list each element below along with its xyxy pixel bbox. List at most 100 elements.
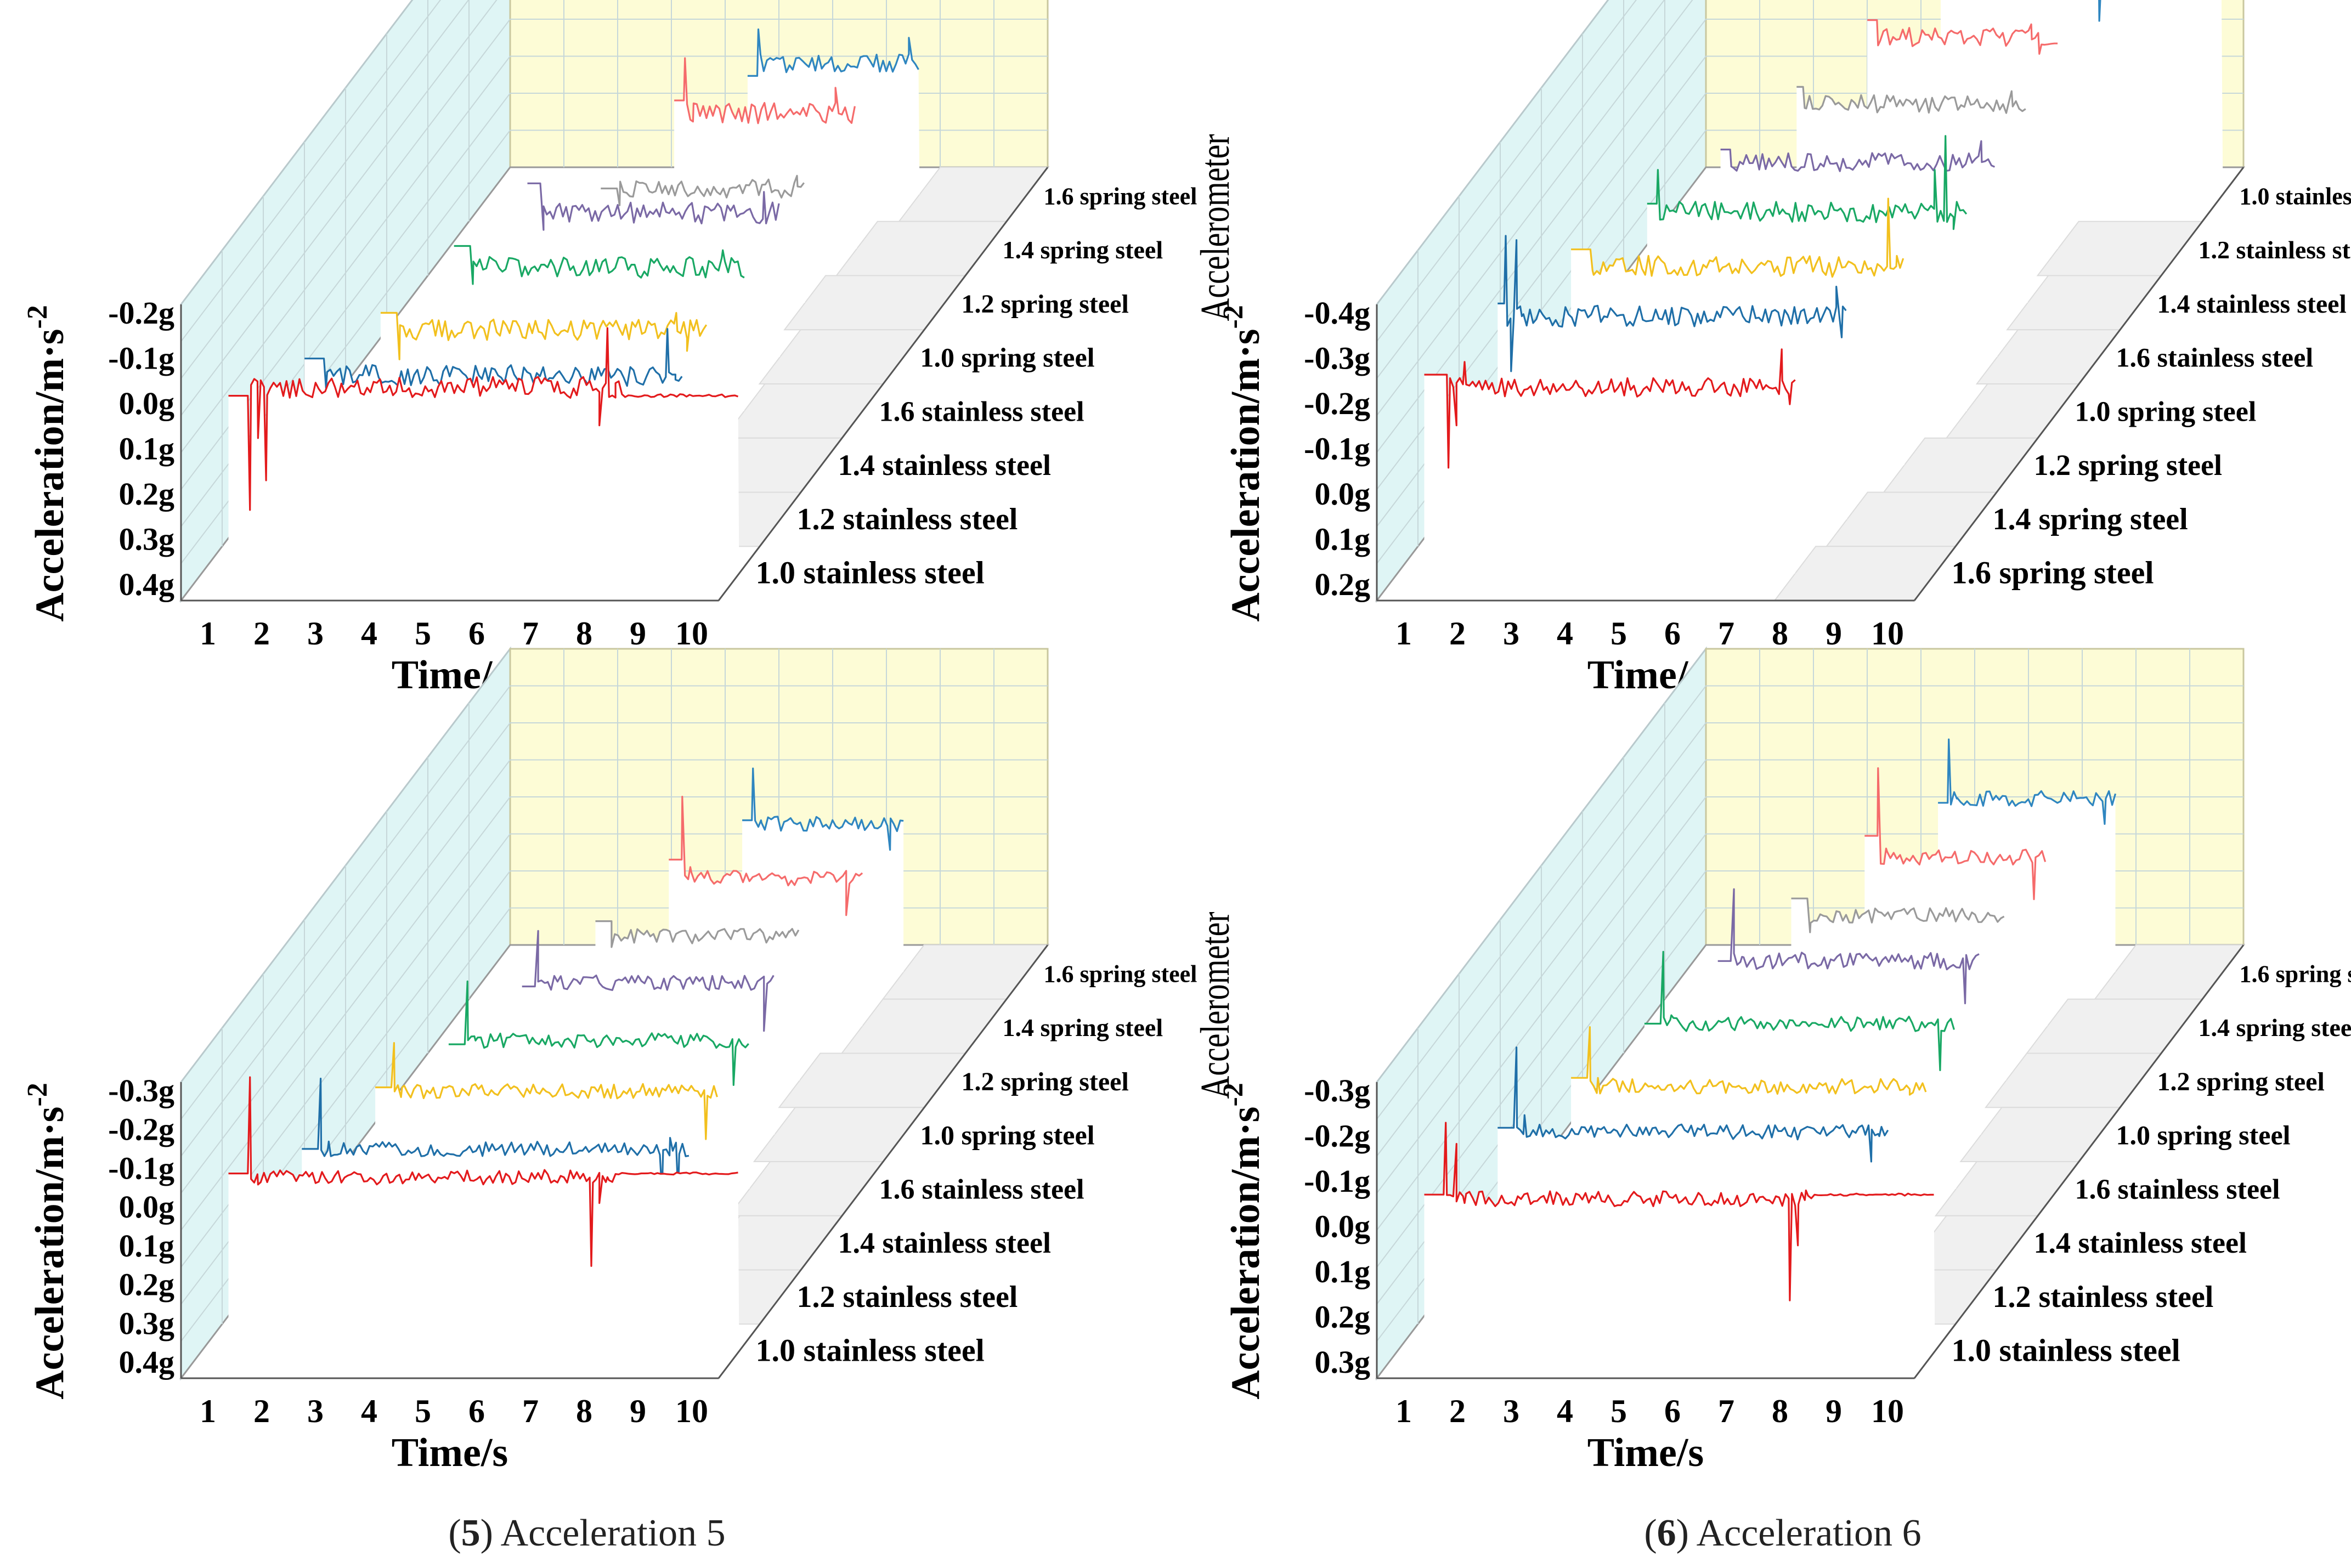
- depth-label: 1.6 spring steel: [1952, 555, 2154, 591]
- series-line-4: [448, 980, 749, 1086]
- x-tick-label: 10: [675, 615, 708, 652]
- depth-label: 1.2 stainless steel: [1993, 1280, 2214, 1314]
- series-line-7: [669, 796, 863, 916]
- series-line-8: [742, 767, 904, 851]
- series-line-5: [1720, 140, 1996, 172]
- depth-label: 1.2 spring steel: [2034, 449, 2223, 482]
- series-line-4: [1644, 950, 1955, 1071]
- series-line-4: [454, 245, 745, 285]
- x-tick-label: 10: [1871, 1393, 1904, 1429]
- y-tick-label: -0.1g: [1304, 1163, 1370, 1199]
- series-line-7: [674, 57, 856, 124]
- x-tick-label: 6: [1664, 615, 1681, 652]
- series-line-5: [527, 182, 780, 231]
- y-axis-title-exponent: -2: [22, 305, 53, 329]
- x-tick-label: 5: [415, 1393, 431, 1429]
- y-axis-title: Acceleration/m·s-2: [22, 1083, 72, 1400]
- panel-caption: (5) Acceleration 5: [448, 1512, 725, 1554]
- depth-label: 1.4 stainless steel: [838, 1226, 1051, 1259]
- series-line-1: [1424, 1122, 1934, 1301]
- x-tick-label: 3: [307, 1393, 324, 1429]
- x-tick-label: 5: [1610, 1393, 1627, 1429]
- x-tick-label: 5: [1610, 615, 1627, 652]
- depth-axis-title: Accelerometer: [1192, 134, 1238, 321]
- y-axis-title-text: Acceleration/m·s: [27, 329, 72, 622]
- depth-label: 1.4 spring steel: [1003, 236, 1163, 264]
- y-axis-title-text: Acceleration/m·s: [1223, 1107, 1268, 1400]
- series-line-5: [522, 930, 775, 1032]
- x-tick-label: 10: [675, 1393, 708, 1429]
- y-axis-title: Acceleration/m·s-2: [1218, 305, 1268, 622]
- x-tick-label: 5: [415, 615, 431, 652]
- x-tick-label: 9: [630, 1393, 646, 1429]
- y-tick-label: -0.4g: [1304, 295, 1370, 331]
- y-tick-label: -0.3g: [1304, 341, 1370, 376]
- caption-text: Acceleration 5: [501, 1512, 726, 1554]
- x-tick-label: 7: [522, 1393, 539, 1429]
- depth-label: 1.6 spring steel: [1044, 960, 1197, 987]
- series-line-1: [1424, 348, 1796, 469]
- depth-label: 1.0 stainless steel: [756, 555, 985, 591]
- caption-paren-close: ): [1676, 1512, 1697, 1554]
- y-tick-label: 0.2g: [1315, 567, 1371, 602]
- depth-label: 1.0 stainless steel: [1952, 1333, 2180, 1368]
- depth-axis-line: [717, 944, 1049, 1379]
- y-tick-label: 0.3g: [119, 1305, 175, 1341]
- x-tick-label: 2: [1449, 1393, 1466, 1429]
- x-tick-label: 6: [468, 1393, 485, 1429]
- x-tick-label: 9: [630, 615, 646, 652]
- y-tick-label: -0.1g: [1304, 431, 1370, 467]
- x-tick-label: 2: [253, 1393, 270, 1429]
- x-axis-title: Time/s: [392, 1430, 508, 1475]
- depth-label: 1.6 stainless steel: [879, 1174, 1084, 1205]
- y-tick-label: 0.2g: [119, 1267, 175, 1303]
- chart-panel-p6: 0.3g 0.2g 0.1g 0.0g -0.1g -0.2g -0.3g 1 2 3 4 5 6 7 8 9…: [1218, 646, 2351, 1554]
- series-line-2: [1497, 235, 1847, 372]
- y-tick-label: -0.3g: [108, 1073, 174, 1108]
- depth-label: 1.6 stainless steel: [879, 396, 1084, 427]
- y-tick-label: -0.2g: [108, 295, 174, 331]
- y-tick-label: 0.4g: [119, 1344, 175, 1380]
- y-tick-label: -0.2g: [108, 1112, 174, 1147]
- x-tick-label: 6: [1664, 1393, 1681, 1429]
- x-tick-label: 4: [361, 615, 377, 652]
- y-tick-label: 0.2g: [1315, 1299, 1371, 1335]
- y-tick-label: 0.3g: [1315, 1344, 1371, 1380]
- y-tick-label: -0.2g: [1304, 386, 1370, 421]
- x-tick-label: 3: [1503, 1393, 1519, 1429]
- depth-label: 1.4 spring steel: [2199, 1014, 2351, 1041]
- series-line-6: [1791, 897, 2005, 933]
- depth-axis-line: [1913, 944, 2245, 1379]
- x-tick-label: 6: [468, 615, 485, 652]
- depth-axis-line: [1913, 167, 2245, 601]
- x-tick-label: 8: [576, 1393, 592, 1429]
- depth-label: 1.4 spring steel: [1003, 1014, 1163, 1041]
- depth-label: 1.4 stainless steel: [2034, 1226, 2247, 1259]
- depth-label: 1.6 spring steel: [2240, 960, 2351, 987]
- x-tick-label: 7: [522, 615, 539, 652]
- depth-label: 1.0 stainless steel: [2240, 183, 2351, 210]
- caption-paren-open: (: [1644, 1512, 1657, 1554]
- depth-label: 1.0 spring steel: [920, 342, 1095, 373]
- series-line-7: [1864, 767, 2047, 901]
- caption-paren-open: (: [448, 1512, 461, 1554]
- depth-label: 1.2 spring steel: [2157, 1067, 2325, 1096]
- series-line-1: [228, 1076, 738, 1267]
- y-tick-label: 0.1g: [1315, 522, 1371, 557]
- y-tick-label: 0.1g: [119, 431, 175, 467]
- depth-axis-line: [717, 167, 1049, 601]
- x-tick-label: 2: [1449, 615, 1466, 652]
- x-tick-label: 7: [1718, 615, 1734, 652]
- x-tick-label: 9: [1826, 1393, 1842, 1429]
- series-occluder: [1424, 1123, 1935, 1351]
- y-tick-label: 0.0g: [1315, 1209, 1371, 1244]
- depth-label: 1.4 stainless steel: [838, 449, 1051, 482]
- x-tick-label: 1: [200, 615, 216, 652]
- depth-label: 1.0 spring steel: [920, 1120, 1095, 1151]
- series-line-6: [1796, 86, 2026, 114]
- caption-number: 5: [461, 1512, 481, 1554]
- depth-label: 1.6 stainless steel: [2116, 342, 2314, 373]
- y-tick-label: 0.1g: [1315, 1254, 1371, 1289]
- chart-panel-p4: 0.2g 0.1g 0.0g -0.1g -0.2g -0.3g -0.4g 1 2 3 4 5 6 7 8…: [1218, 0, 2351, 777]
- panel-caption: (6) Acceleration 6: [1644, 1512, 1921, 1554]
